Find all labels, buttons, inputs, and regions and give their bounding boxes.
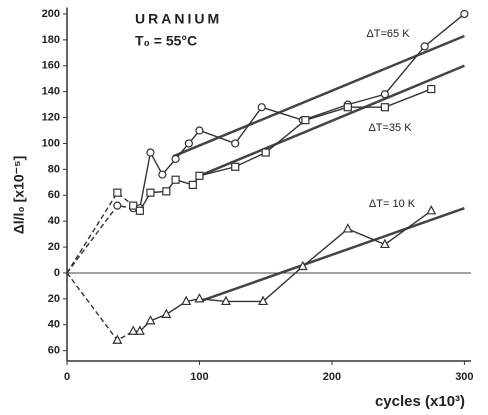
marker — [342, 223, 353, 233]
y-tick-label: 160 — [42, 60, 60, 72]
marker — [194, 293, 205, 303]
marker — [426, 205, 437, 215]
marker — [113, 201, 122, 210]
marker — [420, 42, 429, 51]
marker — [161, 308, 172, 318]
marker — [231, 139, 240, 148]
marker — [135, 206, 144, 215]
marker — [184, 139, 193, 148]
annotation: T₀ = 55°C — [135, 33, 197, 49]
fit-line — [172, 34, 465, 158]
marker — [297, 260, 308, 271]
dashed-line — [66, 204, 140, 274]
annotation: URANIUM — [135, 11, 222, 27]
y-tick-label: 120 — [42, 111, 60, 123]
y-tick-label: 100 — [42, 137, 60, 149]
y-tick-label: 20 — [48, 293, 60, 305]
y-tick-label: 40 — [48, 319, 60, 331]
marker — [380, 103, 390, 112]
fit-label: ΔT= 10 K — [369, 198, 416, 210]
y-tick-label: 140 — [42, 86, 60, 98]
marker — [145, 315, 156, 325]
marker — [195, 126, 204, 135]
marker — [231, 162, 240, 171]
marker — [112, 334, 123, 344]
fit-label: ΔT=35 K — [368, 122, 412, 134]
dashed-line — [66, 191, 141, 274]
marker — [301, 116, 310, 125]
marker — [171, 175, 180, 184]
marker — [257, 103, 266, 112]
marker — [129, 201, 138, 210]
marker — [220, 295, 231, 306]
y-tick-label: 200 — [42, 8, 60, 20]
marker — [171, 154, 180, 164]
y-tick-label: 80 — [48, 163, 60, 175]
y-tick-label: 60 — [48, 189, 60, 201]
fit-line — [199, 207, 465, 303]
marker — [261, 148, 270, 157]
marker — [162, 187, 171, 196]
x-tick-label: 100 — [190, 371, 208, 383]
marker — [134, 325, 145, 335]
x-tick-label: 0 — [64, 371, 70, 383]
marker — [258, 295, 269, 306]
marker — [181, 295, 192, 306]
marker — [343, 103, 352, 112]
marker — [188, 180, 197, 189]
marker — [460, 9, 469, 19]
x-axis-label: cycles (x10³) — [375, 393, 465, 410]
y-tick-label: 60 — [48, 345, 60, 357]
y-tick-label: 180 — [42, 34, 60, 46]
marker — [195, 171, 204, 180]
dashed-line — [66, 272, 140, 342]
y-tick-label: 20 — [48, 241, 60, 253]
marker — [158, 170, 167, 179]
marker — [113, 188, 122, 197]
marker — [379, 238, 390, 249]
y-axis-label: Δl/l₀ [x10⁻⁵] — [11, 156, 27, 235]
fit-label: ΔT=65 K — [366, 28, 410, 40]
y-tick-label: 0 — [54, 267, 60, 279]
marker — [380, 90, 390, 99]
marker — [146, 148, 155, 157]
marker — [128, 325, 139, 335]
fit-line — [198, 64, 465, 177]
x-tick-label: 200 — [323, 371, 341, 383]
x-tick-label: 300 — [455, 371, 473, 383]
y-tick-label: 40 — [48, 215, 60, 227]
marker — [427, 84, 436, 94]
marker — [146, 188, 155, 197]
